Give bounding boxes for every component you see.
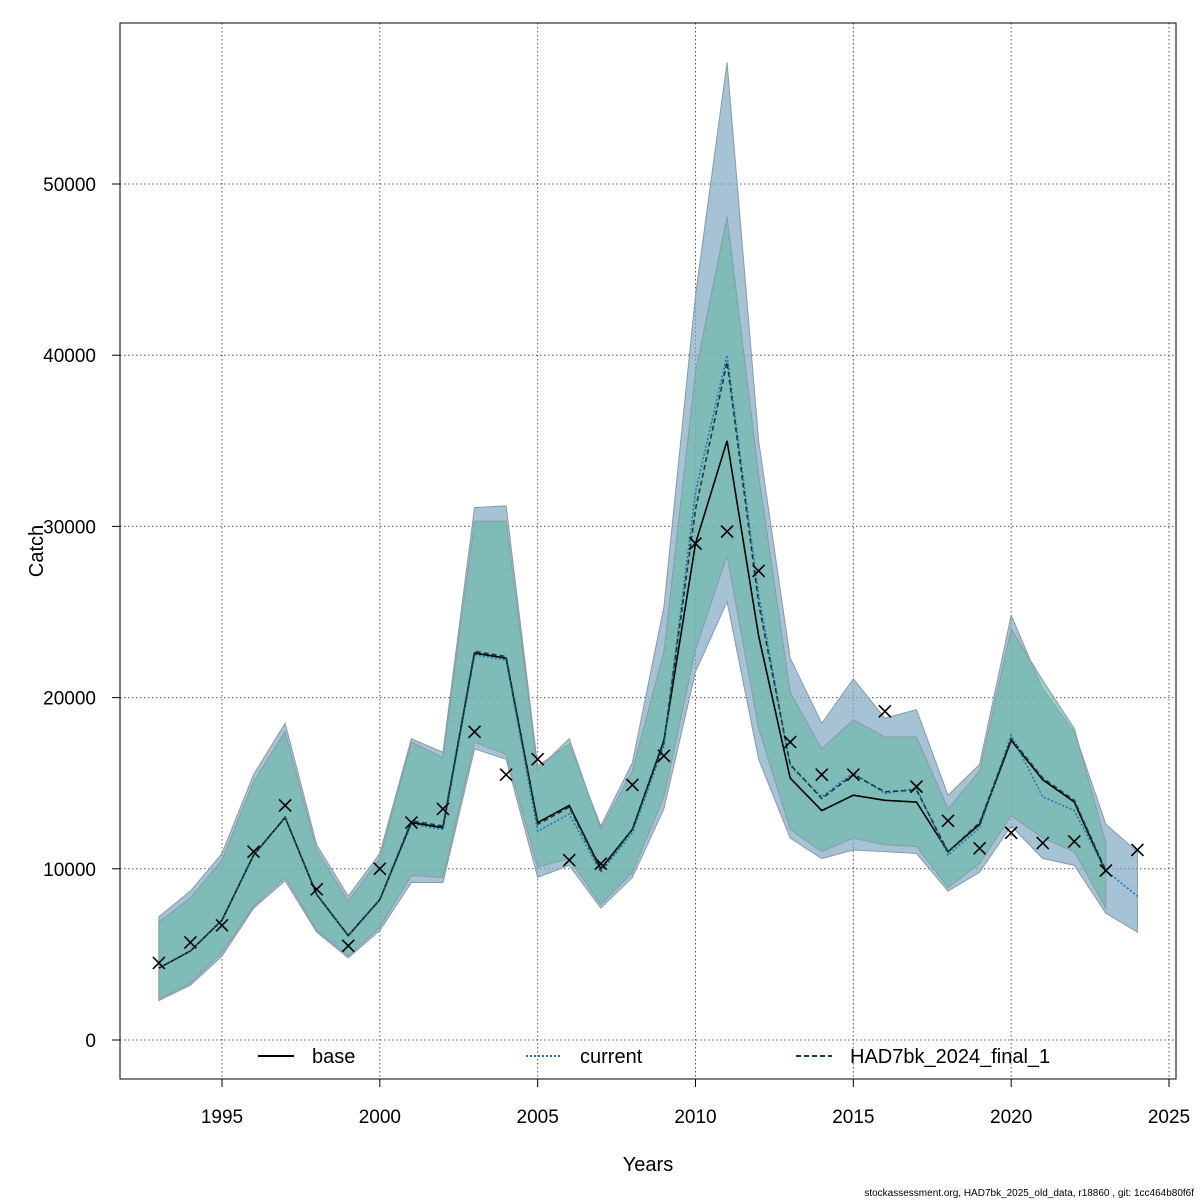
- observation-point: [688, 536, 703, 551]
- y-tick-label: 40000: [43, 346, 96, 367]
- y-axis-title: Catch: [26, 525, 48, 577]
- observation-point: [1036, 836, 1050, 850]
- observation-point: [878, 704, 892, 718]
- x-tick-label: 2005: [517, 1107, 559, 1128]
- observation-point: [152, 956, 166, 970]
- observation-point: [594, 857, 608, 871]
- confidence-bands: [158, 62, 1138, 1002]
- x-tick-label: 2025: [1148, 1107, 1190, 1128]
- observation-point: [562, 853, 576, 867]
- observation-point: [467, 725, 482, 739]
- y-tick-label: 20000: [43, 689, 96, 710]
- observation-point: [1067, 834, 1081, 848]
- observation-point: [373, 862, 387, 876]
- observation-point: [499, 768, 513, 782]
- observation-point: [752, 564, 766, 578]
- observation-point: [436, 802, 450, 816]
- legend-label: current: [580, 1046, 643, 1068]
- observation-point: [278, 798, 292, 813]
- x-axis-ticks: 1995 2000 2005 2010 2015 2020 2025: [201, 1079, 1190, 1128]
- plot-frame: [119, 22, 1177, 1080]
- y-axis-ticks: 0 10000 20000 30000 40000 50000: [43, 175, 120, 1052]
- grid-lines: [120, 23, 1176, 1079]
- observation-point: [909, 780, 924, 794]
- observation-point: [815, 768, 829, 782]
- observation-point: [215, 918, 229, 932]
- observation-point: [404, 816, 418, 830]
- series-lines: [158, 355, 1138, 969]
- observation-point: [941, 814, 955, 828]
- observation-point: [1099, 863, 1113, 878]
- legend-label: HAD7bk_2024_final_1: [850, 1046, 1050, 1068]
- observation-point: [720, 524, 734, 539]
- x-axis-title: Years: [623, 1154, 673, 1176]
- legend: base current HAD7bk_2024_final_1: [258, 1046, 1050, 1068]
- series-line: [158, 355, 1138, 969]
- y-tick-label: 0: [85, 1031, 96, 1052]
- x-tick-label: 2010: [674, 1107, 716, 1128]
- observation-point: [1130, 843, 1144, 857]
- x-tick-label: 2000: [359, 1107, 401, 1128]
- observation-point: [247, 845, 261, 859]
- y-tick-label: 50000: [43, 175, 96, 196]
- x-tick-label: 1995: [201, 1107, 243, 1128]
- y-tick-label: 10000: [43, 860, 96, 881]
- observation-point: [625, 778, 639, 792]
- observation-point: [973, 841, 987, 855]
- observation-point: [1004, 826, 1018, 840]
- observation-point: [846, 768, 860, 782]
- footer-text: stockassessment.org, HAD7bk_2025_old_dat…: [864, 1188, 1194, 1199]
- observation-point: [783, 735, 797, 749]
- x-tick-label: 2015: [832, 1107, 874, 1128]
- observation-markers: [152, 524, 1144, 970]
- x-tick-label: 2020: [990, 1107, 1032, 1128]
- series-line: [158, 361, 1107, 969]
- y-tick-label: 30000: [43, 517, 96, 538]
- confidence-band: [158, 216, 1107, 1000]
- observation-point: [310, 882, 324, 896]
- legend-label: base: [312, 1046, 355, 1068]
- observation-point: [657, 749, 671, 763]
- observation-point: [341, 939, 355, 953]
- observation-point: [183, 935, 197, 949]
- observation-point: [531, 752, 545, 766]
